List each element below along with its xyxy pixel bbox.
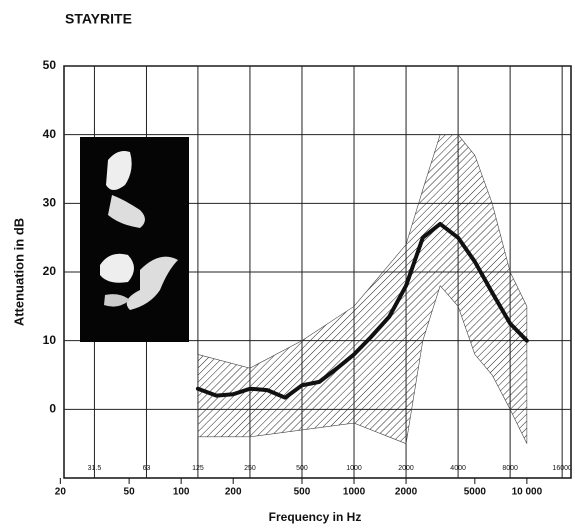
octave-tick-label: 1000 [346, 465, 362, 472]
y-tick-label: 50 [43, 58, 57, 72]
y-tick-label: 30 [43, 196, 57, 210]
chart-title: STAYRITE [65, 11, 132, 27]
plot-area: 0 10 20 30 40 50 31.5 63 125 250 500 1000 2000 4000 80… [43, 58, 572, 497]
octave-tick-label: 2000 [398, 465, 414, 472]
octave-tick-label: 16000 [552, 465, 572, 472]
y-axis-label: Attenuation in dB [11, 218, 26, 326]
x-tick-label: 20 [55, 487, 67, 498]
x-tick-label: 2000 [395, 487, 418, 498]
mean-line [195, 221, 529, 400]
photo-inset [80, 137, 189, 342]
x-tick-label: 50 [124, 487, 136, 498]
octave-tick-label: 63 [143, 465, 151, 472]
x-tick-label: 1000 [343, 487, 366, 498]
deviation-band [197, 134, 528, 445]
x-tick-label: 10 000 [512, 487, 543, 498]
y-tick-label: 0 [49, 402, 56, 416]
x-tick-label: 500 [294, 487, 311, 498]
x-tick-label: 200 [225, 487, 242, 498]
y-tick-label: 40 [43, 127, 57, 141]
x-tick-label: 100 [173, 487, 190, 498]
y-tick-label: 10 [43, 333, 57, 347]
octave-tick-label: 4000 [450, 465, 466, 472]
octave-tick-label: 250 [244, 465, 256, 472]
x-axis-label: Frequency in Hz [269, 510, 362, 524]
y-tick-label: 20 [43, 264, 57, 278]
octave-tick-label: 125 [192, 465, 204, 472]
x-tick-label: 5000 [464, 487, 487, 498]
octave-tick-label: 31.5 [88, 465, 102, 472]
octave-tick-label: 500 [296, 465, 308, 472]
octave-tick-label: 8000 [502, 465, 518, 472]
